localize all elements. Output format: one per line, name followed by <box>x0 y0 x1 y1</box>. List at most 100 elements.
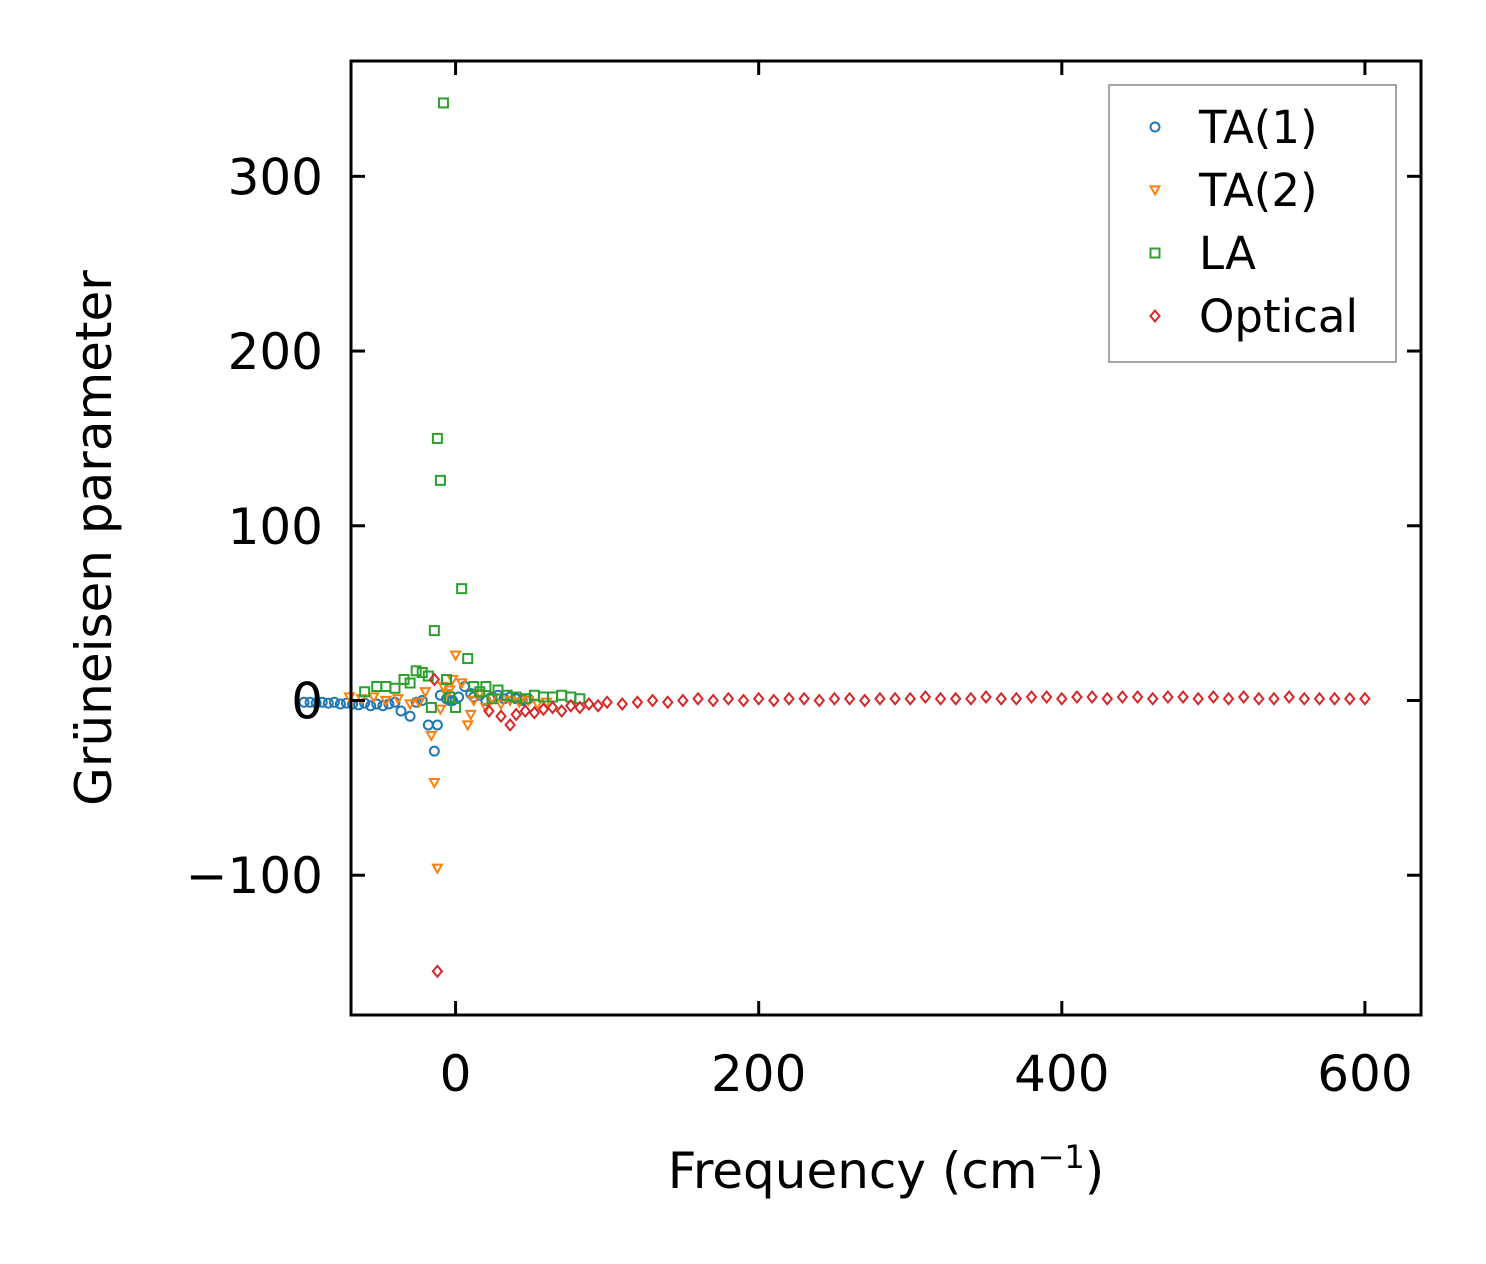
x-axis-label-superscript: −1 <box>1038 1138 1085 1176</box>
data-point <box>528 705 541 720</box>
data-point <box>1268 691 1280 706</box>
data-point <box>367 692 380 704</box>
y-tick-label: 0 <box>291 672 323 730</box>
legend-label: LA <box>1199 227 1256 280</box>
axis-ticks: 0 200 400 600 −100 0 100 200 300 <box>186 61 1421 1103</box>
data-point <box>722 691 735 706</box>
data-point <box>798 691 810 706</box>
data-point <box>1162 690 1174 704</box>
y-axis-label: Grüneisen parameter <box>65 270 123 806</box>
data-point <box>904 691 917 706</box>
data-point <box>707 693 720 708</box>
data-point <box>446 674 459 687</box>
data-point <box>1283 690 1295 704</box>
data-point <box>752 691 765 706</box>
data-point <box>467 695 480 708</box>
series-ta-2 <box>343 650 553 875</box>
data-point <box>1222 691 1235 706</box>
x-axis-label: Frequency (cm−1) <box>668 1138 1105 1200</box>
data-point <box>395 705 407 717</box>
data-point <box>564 698 577 713</box>
data-point <box>298 696 310 708</box>
data-point <box>444 691 456 703</box>
data-point <box>1010 691 1023 706</box>
data-point <box>310 697 322 709</box>
data-point <box>1359 691 1371 706</box>
data-point <box>828 691 841 706</box>
data-point <box>537 702 550 717</box>
data-point <box>1116 690 1129 704</box>
legend-marker <box>1148 185 1162 197</box>
legend-marker <box>1149 247 1161 259</box>
data-point <box>1101 691 1114 706</box>
data-point <box>601 695 613 710</box>
data-point <box>328 696 340 708</box>
series-optical <box>428 672 1371 979</box>
data-point <box>365 700 377 712</box>
data-point <box>455 678 468 690</box>
data-point <box>419 687 432 699</box>
data-point <box>428 778 441 790</box>
data-point <box>485 694 499 706</box>
data-point <box>1253 691 1265 706</box>
data-point <box>380 681 392 693</box>
data-point <box>919 690 932 704</box>
x-tick-label: 600 <box>1317 1045 1412 1103</box>
data-point <box>661 695 674 710</box>
data-point <box>428 672 441 687</box>
x-tick-label: 400 <box>1014 1045 1109 1103</box>
legend: TA(1) TA(2) LA Optical <box>1108 84 1397 363</box>
data-point <box>431 863 444 875</box>
plot-frame <box>349 59 1423 1017</box>
data-point <box>434 474 446 486</box>
data-point <box>1040 690 1053 704</box>
data-point <box>1131 690 1144 704</box>
data-point <box>616 697 629 711</box>
x-tick-label: 200 <box>711 1045 806 1103</box>
data-point <box>1071 690 1083 704</box>
y-tick-label: 300 <box>228 148 323 206</box>
data-point <box>437 97 449 109</box>
data-point <box>440 674 452 686</box>
data-point <box>404 677 416 689</box>
data-point <box>768 693 780 708</box>
data-point <box>431 964 444 979</box>
data-point <box>404 710 416 722</box>
plot-area <box>298 97 1371 979</box>
data-point <box>646 693 659 708</box>
data-point <box>555 704 568 718</box>
data-point <box>422 719 434 731</box>
data-point <box>359 686 371 698</box>
legend-marker <box>1149 121 1161 133</box>
y-tick-label: −100 <box>186 847 323 905</box>
data-point <box>1086 690 1098 704</box>
data-point <box>889 691 901 706</box>
series-la <box>359 97 586 713</box>
data-point <box>504 717 516 732</box>
data-point <box>413 697 426 709</box>
data-point <box>403 699 417 711</box>
data-point <box>1025 690 1038 704</box>
data-point <box>1207 690 1220 704</box>
data-point <box>949 691 962 706</box>
legend-label: TA(1) <box>1198 101 1318 154</box>
data-point <box>425 701 437 713</box>
data-point <box>546 700 559 715</box>
data-point <box>431 432 443 444</box>
data-point <box>322 697 334 709</box>
x-tick-label: 0 <box>440 1045 472 1103</box>
data-point <box>1328 691 1341 706</box>
data-point <box>1146 691 1159 706</box>
data-point <box>398 674 410 686</box>
data-point <box>813 693 826 708</box>
data-point <box>334 698 346 710</box>
data-point <box>574 700 586 715</box>
data-point <box>995 691 1007 706</box>
data-point <box>391 694 405 706</box>
data-point <box>450 701 462 713</box>
data-point <box>592 698 604 713</box>
data-point <box>965 691 977 706</box>
data-point <box>858 693 871 708</box>
data-point <box>416 694 428 706</box>
